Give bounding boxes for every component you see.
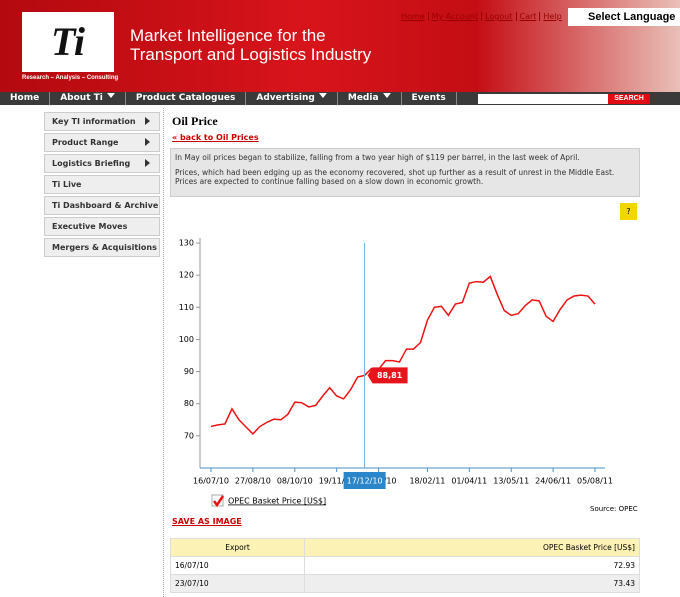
x-tick-label: 18/02/11	[409, 477, 445, 486]
x-tooltip: 17/12/10	[347, 477, 383, 486]
y-tick-label: 100	[179, 335, 194, 344]
x-tick-label: 24/06/11	[535, 477, 571, 486]
x-tick-label: 05/08/11	[577, 477, 613, 486]
x-tick-label: 16/07/10	[193, 477, 229, 486]
series-line	[211, 276, 595, 434]
table-cell: 73.43	[305, 575, 640, 593]
export-button[interactable]: Export	[171, 539, 305, 557]
y-tick-label: 130	[179, 239, 194, 248]
chart: 70 80 90 100 110 120 130 16/07/10 27/08/10 08/10/…	[0, 0, 680, 597]
y-tick-label: 80	[184, 399, 194, 408]
source: Source: OPEC	[590, 505, 638, 513]
table-cell: 23/07/10	[171, 575, 305, 593]
table-cell: 72.93	[305, 557, 640, 575]
value-tooltip: 88,81	[377, 371, 403, 380]
x-tick-label: 01/04/11	[451, 477, 487, 486]
x-tick-label: 08/10/10	[277, 477, 313, 486]
y-tick-label: 120	[179, 271, 194, 280]
legend-label: OPEC Basket Price [US$]	[228, 497, 326, 506]
y-tick-label: 90	[184, 367, 194, 376]
x-tick-label: 13/05/11	[493, 477, 529, 486]
save-image[interactable]: SAVE AS IMAGE	[172, 517, 242, 526]
column-header: OPEC Basket Price [US$]	[305, 539, 640, 557]
y-tick-label: 110	[179, 303, 194, 312]
page: Ti Research – Analysis – Consulting Mark…	[0, 0, 680, 597]
table-cell: 16/07/10	[171, 557, 305, 575]
y-tick-label: 70	[184, 431, 194, 440]
x-tick-label: 27/08/10	[235, 477, 271, 486]
